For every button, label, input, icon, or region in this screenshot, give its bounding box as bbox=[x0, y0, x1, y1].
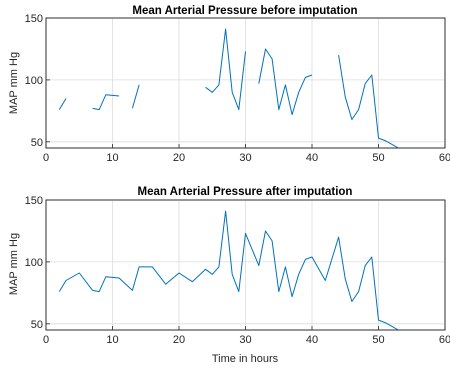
series-line bbox=[92, 94, 120, 111]
x-tick-label: 50 bbox=[372, 334, 384, 346]
x-tick-label: 0 bbox=[43, 334, 49, 346]
series-line bbox=[58, 210, 406, 331]
x-tick-label: 60 bbox=[439, 334, 450, 346]
x-tick-label: 40 bbox=[306, 334, 318, 346]
y-tick-label: 100 bbox=[25, 75, 43, 87]
chart-before-imputation: Mean Arterial Pressure before imputation… bbox=[8, 5, 450, 164]
y-tick-label: 50 bbox=[31, 137, 43, 149]
y-tick-label: 50 bbox=[31, 319, 43, 331]
chart-title: Mean Arterial Pressure before imputation bbox=[132, 5, 357, 17]
x-axis-label: Time in hours bbox=[212, 353, 279, 365]
x-tick-label: 20 bbox=[173, 152, 185, 164]
series-line bbox=[205, 28, 246, 111]
x-tick-label: 50 bbox=[372, 152, 384, 164]
x-tick-label: 10 bbox=[106, 152, 118, 164]
x-tick-label: 60 bbox=[439, 152, 450, 164]
x-tick-label: 30 bbox=[239, 152, 251, 164]
series-line bbox=[58, 98, 67, 110]
series-line bbox=[258, 48, 313, 116]
chart-title: Mean Arterial Pressure after imputation bbox=[138, 186, 353, 198]
series-line bbox=[131, 84, 140, 109]
y-tick-label: 150 bbox=[25, 13, 43, 25]
x-tick-label: 0 bbox=[43, 152, 49, 164]
series-line bbox=[338, 55, 406, 149]
chart-after-imputation: Mean Arterial Pressure after imputation … bbox=[8, 186, 450, 365]
y-axis-label: MAP mm Hg bbox=[8, 52, 20, 114]
y-tick-label: 150 bbox=[25, 195, 43, 207]
x-tick-label: 10 bbox=[106, 334, 118, 346]
x-tick-label: 20 bbox=[173, 334, 185, 346]
x-tick-label: 30 bbox=[239, 334, 251, 346]
y-axis-label: MAP mm Hg bbox=[8, 233, 20, 295]
y-tick-label: 100 bbox=[25, 257, 43, 269]
x-tick-label: 40 bbox=[306, 152, 318, 164]
